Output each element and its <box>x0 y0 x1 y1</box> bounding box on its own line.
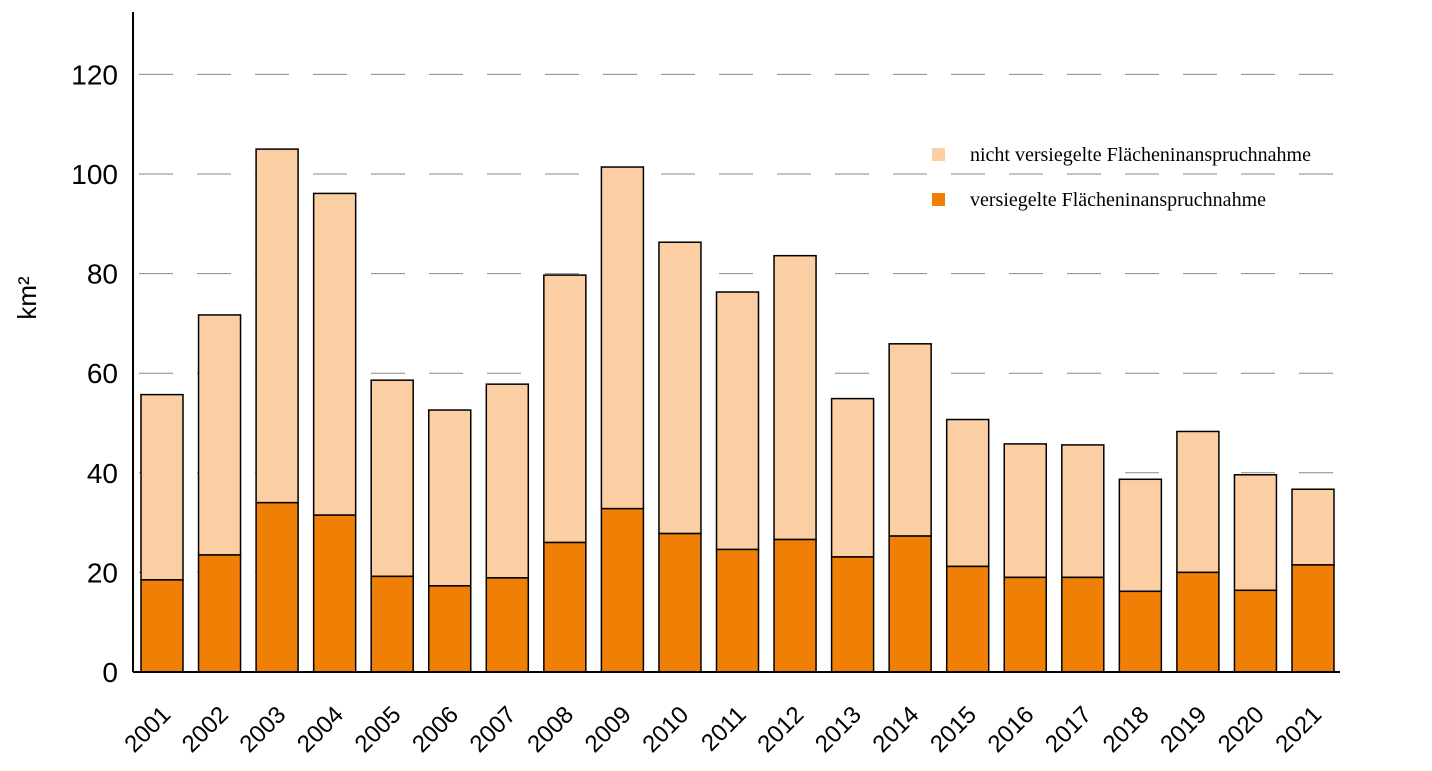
x-tick-label: 2012 <box>752 701 809 758</box>
bar-nicht-versiegelt <box>600 166 645 510</box>
legend: nicht versiegelte Flächeninanspruchnahme… <box>932 144 1311 211</box>
bar-nicht-versiegelt <box>1118 478 1163 593</box>
bar-nicht-versiegelt <box>830 397 875 558</box>
bar-versiegelt <box>715 548 760 673</box>
x-tick-label: 2017 <box>1040 701 1097 758</box>
x-tick-label: 2005 <box>350 701 407 758</box>
y-tick-label: 120 <box>71 59 118 90</box>
bar-versiegelt <box>1061 576 1105 673</box>
bar-nicht-versiegelt <box>197 314 242 556</box>
y-tick-label: 20 <box>87 557 118 588</box>
bar-nicht-versiegelt <box>773 254 817 541</box>
x-tick-label: 2002 <box>177 701 234 758</box>
bar-versiegelt <box>255 501 299 673</box>
bar-versiegelt <box>485 577 530 673</box>
x-tick-label: 2011 <box>696 701 752 757</box>
x-tick-label: 2008 <box>522 701 579 758</box>
bar-nicht-versiegelt <box>1291 488 1335 566</box>
bar-versiegelt <box>370 575 414 673</box>
x-tick-label: 2009 <box>580 701 637 758</box>
y-axis-ticks: 0 20 40 60 80 100 120 <box>71 59 118 688</box>
legend-label: nicht versiegelte Flächeninanspruchnahme <box>970 144 1311 166</box>
y-axis-label: km² <box>12 276 42 320</box>
bar-nicht-versiegelt <box>658 241 702 535</box>
legend-label: versiegelte Flächeninanspruchnahme <box>970 189 1266 211</box>
bar-versiegelt <box>830 556 875 673</box>
bar-nicht-versiegelt <box>1061 444 1105 579</box>
bar-versiegelt <box>1291 564 1335 673</box>
y-tick-label: 80 <box>87 259 118 290</box>
bar-versiegelt <box>312 514 357 673</box>
x-tick-label: 2001 <box>119 701 176 758</box>
bar-versiegelt <box>1233 589 1278 673</box>
x-tick-label: 2014 <box>868 701 925 758</box>
bar-versiegelt <box>945 565 990 673</box>
y-tick-label: 60 <box>87 358 118 389</box>
x-axis-ticks: 2001 2002 2003 2004 2005 2006 2007 2008 2009 2010… <box>119 701 1327 758</box>
x-tick-label: 2010 <box>637 701 694 758</box>
bar-nicht-versiegelt <box>370 379 414 578</box>
bar-versiegelt <box>1118 590 1163 673</box>
bar-nicht-versiegelt <box>945 418 990 568</box>
bar-versiegelt <box>140 579 184 673</box>
x-tick-label: 2006 <box>407 701 464 758</box>
bar-nicht-versiegelt <box>312 192 357 516</box>
x-tick-label: 2007 <box>465 701 522 758</box>
bar-versiegelt <box>1176 571 1220 673</box>
bar-versiegelt <box>428 585 472 673</box>
x-tick-label: 2004 <box>292 701 349 758</box>
bar-nicht-versiegelt <box>1233 474 1278 592</box>
bar-nicht-versiegelt <box>1003 443 1047 579</box>
x-tick-label: 2016 <box>983 701 1040 758</box>
bar-versiegelt <box>888 535 932 673</box>
x-tick-label: 2021 <box>1270 701 1327 758</box>
y-tick-label: 0 <box>102 657 118 688</box>
legend-swatch <box>932 148 945 161</box>
y-tick-label: 100 <box>71 159 118 190</box>
bar-nicht-versiegelt <box>888 343 932 537</box>
x-tick-label: 2018 <box>1098 701 1155 758</box>
bar-nicht-versiegelt <box>140 393 184 581</box>
bar-versiegelt <box>197 554 242 673</box>
x-tick-label: 2015 <box>925 701 982 758</box>
y-tick-label: 40 <box>87 458 118 489</box>
bars <box>140 148 1335 673</box>
bar-nicht-versiegelt <box>715 291 760 551</box>
bar-nicht-versiegelt <box>485 383 530 579</box>
bar-versiegelt <box>600 507 645 673</box>
x-tick-label: 2003 <box>234 701 291 758</box>
bar-versiegelt <box>773 538 817 673</box>
bar-versiegelt <box>1003 576 1047 673</box>
bar-versiegelt <box>543 541 587 673</box>
x-tick-label: 2019 <box>1155 701 1212 758</box>
bar-nicht-versiegelt <box>543 274 587 544</box>
bar-nicht-versiegelt <box>428 409 472 587</box>
legend-swatch <box>932 193 945 206</box>
bar-nicht-versiegelt <box>255 148 299 504</box>
x-tick-label: 2020 <box>1213 701 1270 758</box>
x-tick-label: 2013 <box>810 701 867 758</box>
bar-nicht-versiegelt <box>1176 430 1220 574</box>
bar-versiegelt <box>658 532 702 673</box>
